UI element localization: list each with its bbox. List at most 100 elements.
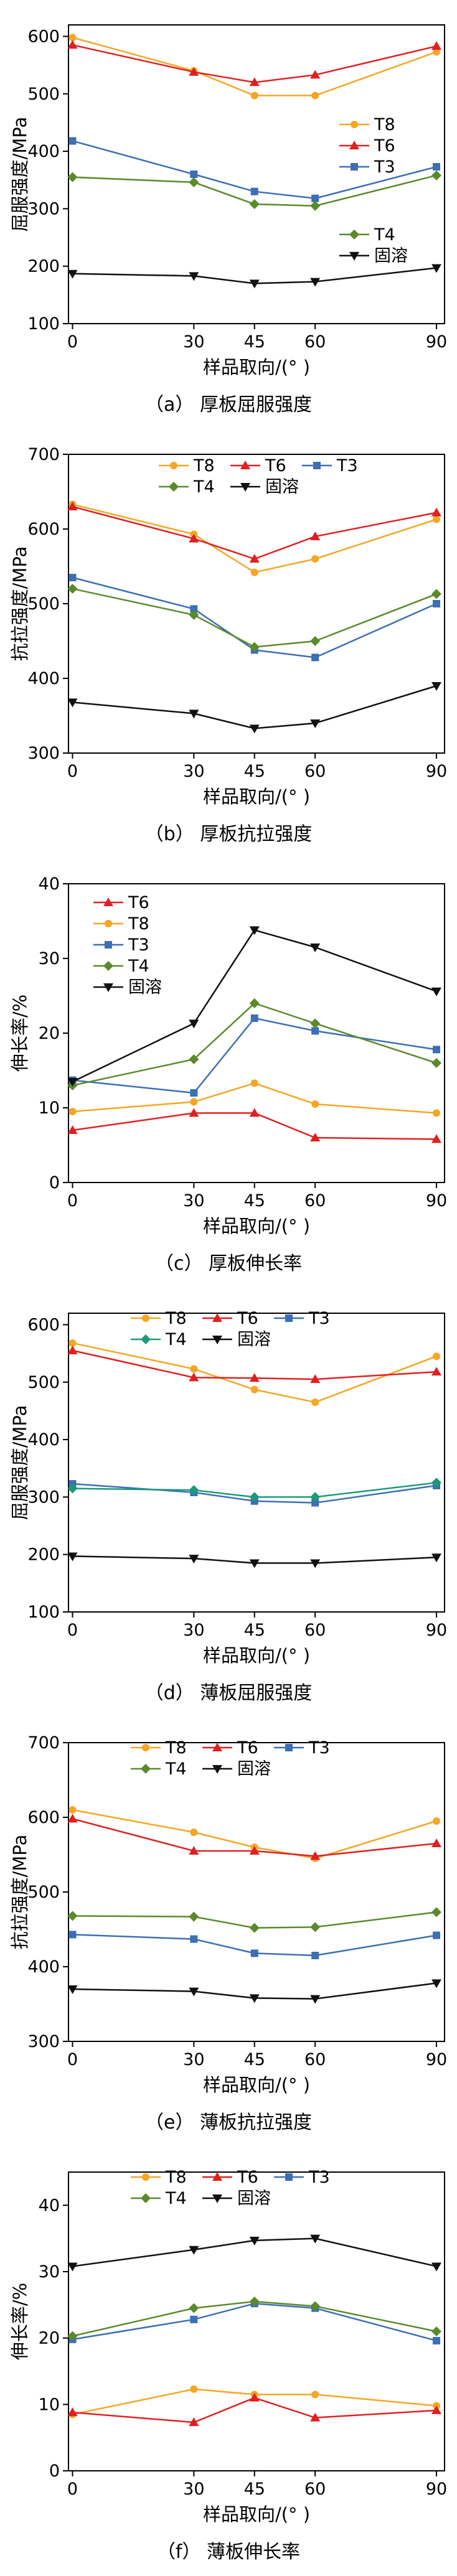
- data-point: [68, 1108, 77, 1115]
- legend: T8 T6 T3 T4 固溶: [159, 456, 358, 497]
- x-tick-label: 60: [304, 2050, 326, 2069]
- legend-marker: [349, 251, 359, 261]
- legend-label: T4: [193, 477, 215, 497]
- legend-item: T4: [131, 2189, 187, 2208]
- series-line: [72, 1112, 437, 1140]
- x-tick-label: 45: [244, 1191, 265, 1211]
- data-point: [250, 1014, 258, 1022]
- legend-item: T8: [93, 914, 149, 934]
- legend-marker: [103, 983, 113, 992]
- legend-marker: [212, 1336, 222, 1344]
- legend-item: T6: [202, 1738, 258, 1758]
- x-tick-label: 90: [426, 2480, 447, 2499]
- chart-caption: （d） 薄板屈服强度: [145, 1682, 313, 1704]
- y-tick-label: 400: [27, 142, 60, 161]
- legend-marker: [141, 2193, 151, 2203]
- series-3: [68, 137, 441, 202]
- data-point: [431, 264, 442, 273]
- data-point: [249, 1492, 260, 1502]
- legend-marker: [285, 1744, 293, 1751]
- data-point: [249, 926, 260, 935]
- legend-item: 固溶: [230, 477, 299, 497]
- data-point: [249, 199, 260, 209]
- data-point: [190, 1089, 198, 1097]
- data-point: [249, 1373, 260, 1382]
- data-point: [67, 1911, 78, 1921]
- chart-caption: （b） 厚板抗拉强度: [145, 823, 313, 845]
- legend-label: 固溶: [265, 477, 299, 497]
- y-tick-label: 200: [27, 1545, 60, 1565]
- data-point: [249, 77, 260, 87]
- data-point: [310, 70, 321, 79]
- data-point: [189, 1019, 199, 1029]
- y-tick-label: 0: [49, 2461, 60, 2481]
- data-point: [67, 1125, 78, 1134]
- data-point: [310, 719, 321, 728]
- plot-frame: [68, 2171, 445, 2471]
- series-5: [67, 264, 442, 289]
- data-point: [68, 137, 77, 145]
- data-point: [431, 1478, 442, 1488]
- x-tick-label: 0: [67, 762, 78, 781]
- y-tick-label: 400: [27, 1957, 60, 1977]
- data-point: [190, 1935, 198, 1943]
- x-tick-label: 30: [183, 1621, 204, 1640]
- data-point: [249, 554, 260, 563]
- y-tick-label: 300: [27, 199, 60, 218]
- data-point: [431, 1979, 442, 1988]
- data-point: [310, 1133, 321, 1141]
- data-point: [68, 1339, 77, 1347]
- data-point: [189, 2246, 199, 2255]
- x-tick-label: 45: [244, 2050, 265, 2069]
- series-line: [72, 44, 437, 83]
- legend-marker: [285, 1314, 293, 1322]
- legend-marker: [141, 1764, 151, 1774]
- data-point: [431, 2262, 442, 2272]
- chart-panel-6: 0 10 20 30 40 0 30 45 60 90 样品取向/(° ) 伸长率/% （f） 薄板伸长…: [9, 2168, 447, 2563]
- legend: T8 T6 T3 T4 固溶: [131, 2168, 330, 2208]
- legend-marker: [349, 141, 359, 149]
- series-line: [72, 685, 437, 729]
- legend-item: T4: [159, 477, 215, 497]
- legend-label: T6: [237, 1309, 258, 1328]
- x-tick-label: 30: [183, 1191, 204, 1211]
- data-point: [189, 1555, 199, 1564]
- data-point: [250, 568, 258, 576]
- data-point: [250, 187, 258, 195]
- data-point: [431, 1553, 442, 1563]
- data-point: [250, 91, 258, 100]
- y-tick-label: 40: [39, 874, 60, 894]
- legend-marker: [142, 1314, 149, 1322]
- legend-label: T3: [374, 157, 395, 177]
- legend-label: T8: [193, 456, 215, 475]
- x-tick-label: 0: [67, 2480, 78, 2499]
- series-5: [67, 1552, 442, 1568]
- data-point: [310, 1922, 321, 1932]
- y-tick-label: 500: [27, 1883, 60, 1902]
- legend-label: T6: [237, 2168, 258, 2187]
- data-point: [190, 171, 198, 178]
- legend-marker: [212, 2172, 222, 2181]
- x-tick-label: 0: [67, 1191, 78, 1211]
- chart-panel-5: 300 400 500 600 700 0 30 45 60 90 样品取向/(° ) 抗拉强度/MP…: [9, 1733, 447, 2133]
- y-tick-label: 300: [27, 1487, 60, 1507]
- data-point: [431, 1134, 442, 1143]
- data-point: [310, 944, 321, 952]
- x-tick-label: 30: [183, 2480, 204, 2499]
- legend-marker: [212, 2194, 222, 2203]
- data-point: [433, 1931, 441, 1939]
- x-tick-label: 30: [183, 332, 204, 352]
- data-point: [189, 1987, 199, 1997]
- data-point: [249, 998, 260, 1008]
- data-point: [189, 533, 199, 543]
- data-point: [189, 1372, 199, 1382]
- legend-label: 固溶: [374, 246, 408, 266]
- legend-label: T6: [265, 456, 286, 475]
- x-tick-label: 90: [426, 2050, 447, 2069]
- legend-item: T6: [93, 893, 149, 912]
- data-point: [189, 1108, 199, 1117]
- data-point: [310, 1995, 321, 2004]
- x-axis-label: 样品取向/(° ): [203, 1645, 310, 1666]
- data-point: [68, 1806, 77, 1814]
- legend-marker: [212, 1743, 222, 1751]
